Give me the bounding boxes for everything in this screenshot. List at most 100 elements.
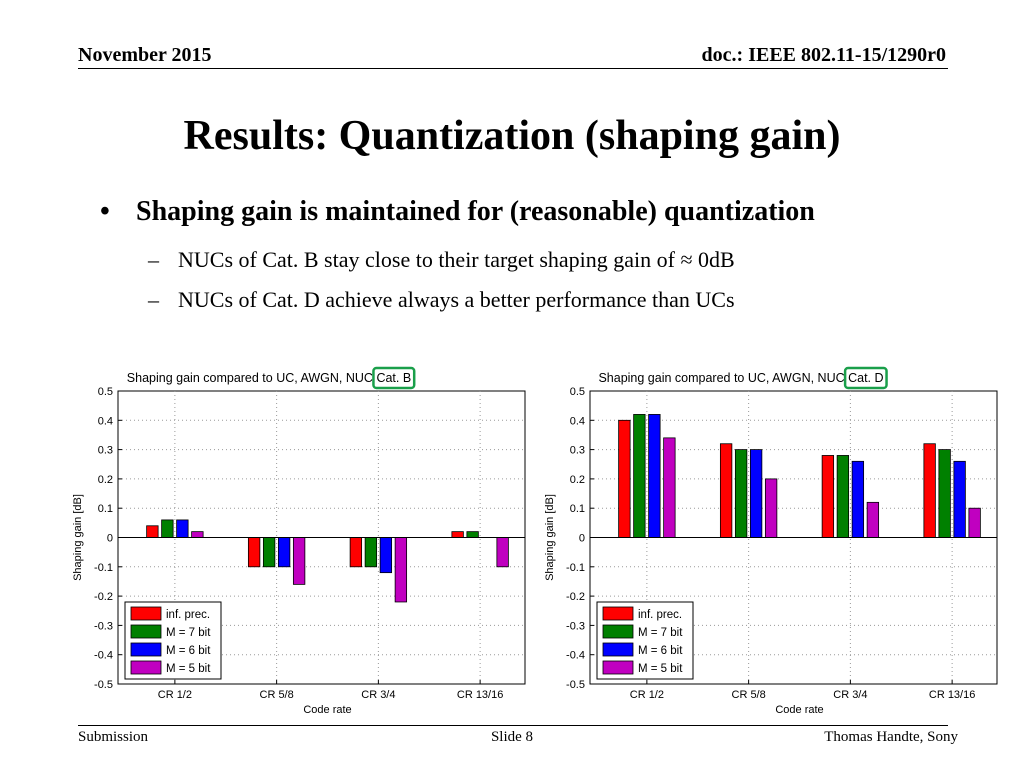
chart-title-text: Shaping gain compared to UC, AWGN, NUC — [127, 371, 377, 385]
legend-label: M = 6 bit — [638, 645, 683, 657]
sub-bullet-dash: – — [148, 247, 159, 272]
header-doc-id: doc.: IEEE 802.11-15/1290r0 — [701, 44, 946, 66]
x-tick-label: CR 5/8 — [260, 689, 294, 701]
y-tick-label: -0.5 — [94, 679, 113, 691]
main-bullet: • Shaping gain is maintained for (reasona… — [100, 196, 815, 228]
slide-title: Results: Quantization (shaping gain) — [183, 113, 841, 159]
x-tick-label: CR 1/2 — [158, 689, 192, 701]
bar — [451, 531, 464, 538]
bar — [394, 537, 408, 603]
chart-cat-d-svg: Shaping gain compared to UC, AWGN, NUC C… — [544, 366, 998, 716]
bar — [191, 531, 204, 538]
y-tick-label: -0.4 — [94, 650, 113, 662]
y-tick-label: -0.1 — [94, 562, 113, 574]
y-tick-label: 0.3 — [570, 445, 585, 457]
title-highlight-box — [372, 366, 416, 390]
bar — [953, 460, 966, 538]
legend-swatch — [130, 606, 162, 621]
sub-bullet-text: NUCs of Cat. D achieve always a better p… — [178, 287, 735, 312]
legend-label: M = 6 bit — [166, 645, 211, 657]
header-rule — [78, 68, 948, 69]
bar — [938, 449, 951, 538]
sub-bullet-dash: – — [148, 287, 159, 312]
bar — [764, 478, 778, 538]
sub-bullet: – NUCs of Cat. B stay close to their targ… — [148, 247, 735, 273]
bar — [749, 449, 763, 538]
y-tick-label: -0.3 — [94, 620, 113, 632]
chart-cat-b: Shaping gain compared to UC, AWGN, NUC C… — [54, 360, 534, 720]
y-tick-label: -0.2 — [566, 591, 585, 603]
y-tick-label: -0.2 — [94, 591, 113, 603]
y-tick-label: 0.5 — [570, 386, 585, 398]
bar — [836, 455, 850, 538]
footer-submission: Submission — [78, 729, 149, 745]
chart-title-text: Shaping gain compared to UC, AWGN, NUC — [598, 371, 848, 385]
footer-author: Thomas Handte, Sony — [824, 729, 958, 745]
legend-label: inf. prec. — [638, 609, 682, 621]
x-axis-label: Code rate — [303, 704, 351, 716]
footer-rule — [78, 725, 948, 726]
bar — [648, 414, 661, 538]
x-tick-label: CR 13/16 — [457, 689, 503, 701]
y-tick-label: -0.3 — [566, 620, 585, 632]
bar — [923, 443, 936, 538]
bar — [734, 449, 748, 538]
bar — [161, 519, 174, 538]
bar — [866, 501, 880, 538]
y-tick-label: 0.1 — [98, 503, 113, 515]
bar — [496, 537, 509, 568]
bar — [292, 537, 306, 585]
y-tick-label: 0.2 — [570, 474, 585, 486]
bar — [247, 537, 261, 568]
bar — [364, 537, 378, 568]
legend-swatch — [130, 642, 162, 657]
chart-title: Shaping gain compared to UC, AWGN, NUC C… — [598, 371, 883, 385]
x-tick-label: CR 1/2 — [630, 689, 664, 701]
main-bullet-text: Shaping gain is maintained for (reasonab… — [136, 196, 815, 227]
y-axis-label: Shaping gain [dB] — [544, 494, 556, 581]
chart-title-highlight: Cat. B — [376, 371, 411, 385]
y-tick-label: -0.4 — [566, 650, 585, 662]
chart-cat-b-svg: Shaping gain compared to UC, AWGN, NUC C… — [72, 366, 526, 716]
bar — [146, 525, 159, 538]
legend-swatch — [130, 624, 162, 639]
legend-label: inf. prec. — [166, 609, 210, 621]
bar — [176, 519, 189, 538]
y-tick-label: 0.4 — [98, 415, 113, 427]
y-tick-label: 0 — [579, 533, 585, 545]
bar — [968, 507, 981, 538]
bar — [262, 537, 276, 568]
sub-bullet: – NUCs of Cat. D achieve always a better … — [148, 287, 735, 313]
bar — [349, 537, 363, 568]
bar — [633, 414, 646, 538]
header-date: November 2015 — [78, 44, 212, 66]
y-tick-label: 0.2 — [98, 474, 113, 486]
x-tick-label: CR 3/4 — [833, 689, 867, 701]
bar — [379, 537, 393, 574]
legend-swatch — [602, 624, 634, 639]
footer-slide-number: Slide 8 — [490, 729, 534, 745]
y-tick-label: 0.3 — [98, 445, 113, 457]
bar — [821, 455, 835, 538]
y-axis-label: Shaping gain [dB] — [72, 494, 84, 581]
chart-cat-d: Shaping gain compared to UC, AWGN, NUC C… — [526, 360, 1006, 720]
legend-label: M = 5 bit — [638, 663, 683, 675]
bar — [663, 437, 676, 538]
sub-bullet-text: NUCs of Cat. B stay close to their targe… — [178, 247, 735, 272]
y-tick-label: -0.1 — [566, 562, 585, 574]
x-tick-label: CR 5/8 — [732, 689, 766, 701]
legend-swatch — [602, 606, 634, 621]
x-axis-label: Code rate — [775, 704, 823, 716]
legend-label: M = 5 bit — [166, 663, 211, 675]
x-tick-label: CR 3/4 — [361, 689, 395, 701]
bar — [466, 531, 479, 538]
legend-swatch — [602, 660, 634, 675]
legend-label: M = 7 bit — [166, 627, 211, 639]
y-tick-label: 0.1 — [570, 503, 585, 515]
y-tick-label: 0 — [107, 533, 113, 545]
bar — [851, 460, 865, 538]
legend-label: M = 7 bit — [638, 627, 683, 639]
bar — [719, 443, 733, 538]
x-tick-label: CR 13/16 — [929, 689, 975, 701]
chart-title-highlight: Cat. D — [848, 371, 883, 385]
